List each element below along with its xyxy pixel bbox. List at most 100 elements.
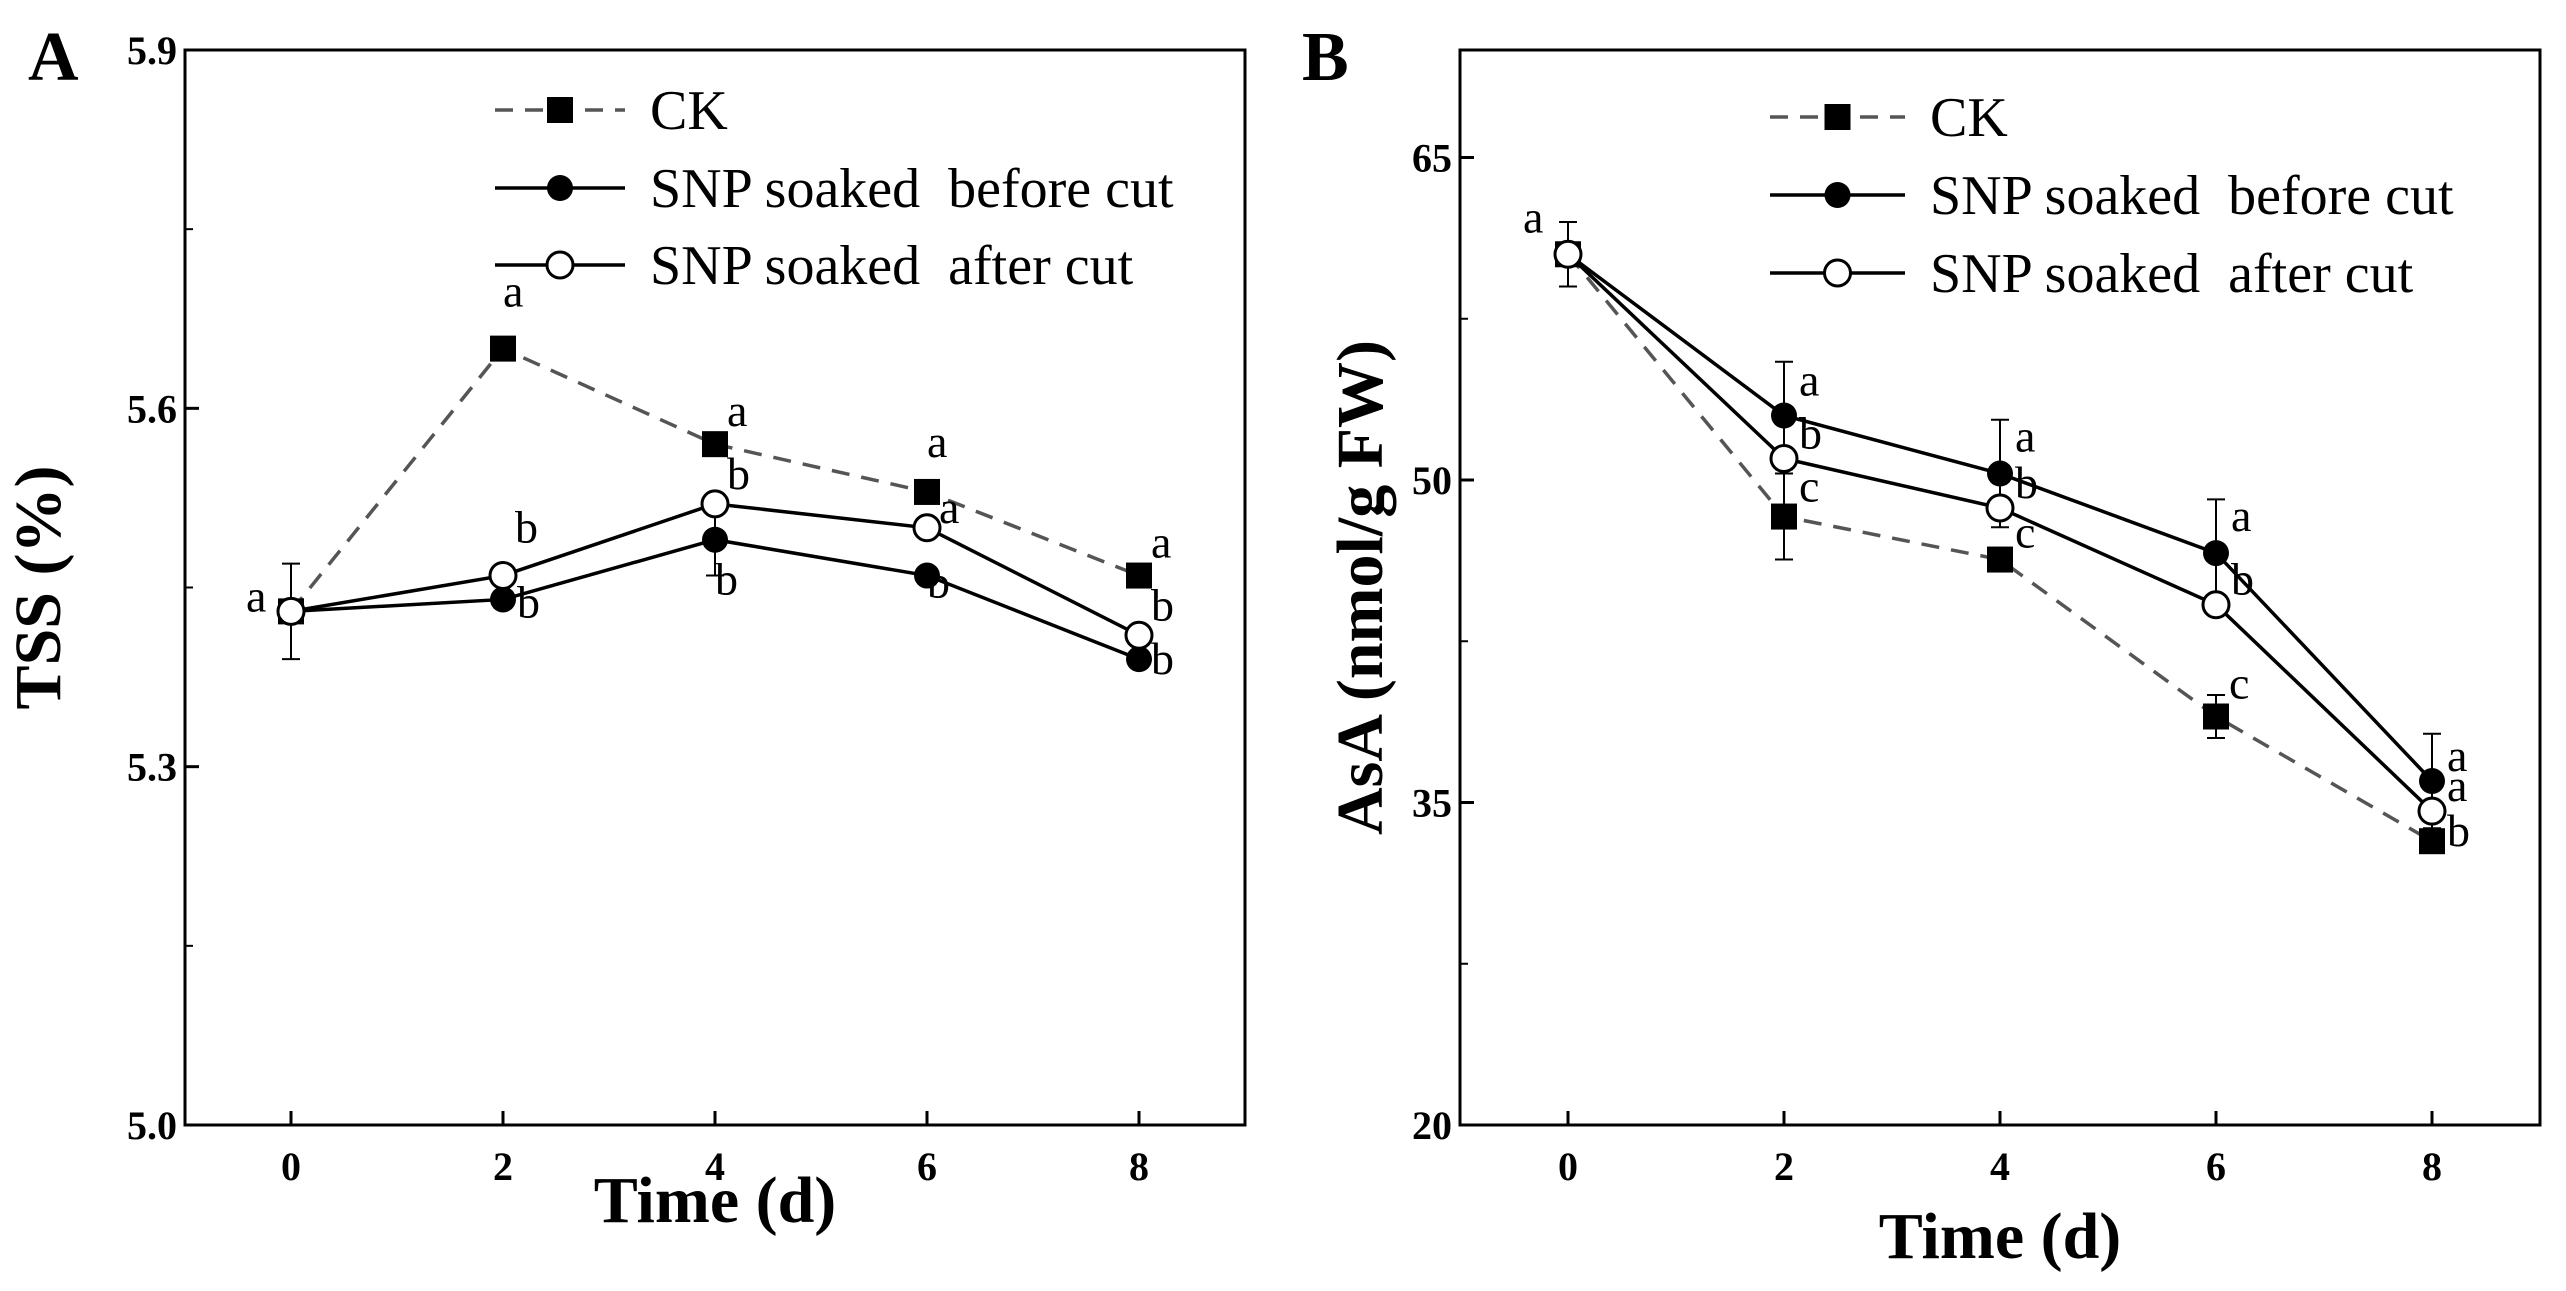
panel-b-legend-marker: [1823, 258, 1852, 288]
panel-a-significance-letter: a: [927, 416, 947, 467]
panel-a-data-point: [490, 586, 516, 613]
panel-a-y-tick-label: 5.0: [127, 1103, 177, 1148]
panel-a-significance-letter: b: [1151, 579, 1174, 630]
panel-b-significance-letter: b: [2231, 554, 2254, 605]
panel-a-data-point: [490, 335, 516, 362]
panel-b-series-line: [1566, 252, 2434, 813]
panel-a-legend-item: SNP soaked before cut: [495, 158, 1174, 220]
panel-a-data-point: [1126, 562, 1152, 589]
panel-b-legend: CK SNP soaked before cut SNP soaked after …: [1770, 87, 2454, 305]
panel-b-data-point: [1771, 402, 1797, 429]
panel-a-data-point: [914, 478, 940, 505]
panel-a-data-point: [1126, 646, 1152, 673]
panel-b-data-point: [2203, 540, 2229, 567]
panel-b-significance-letter: c: [2229, 658, 2249, 709]
panel-a-significance-letter: b: [727, 448, 750, 499]
panel-a-significance-letter: a: [939, 482, 959, 533]
panel-b-legend-label: CK: [1930, 87, 2008, 149]
panel-a-x-tick-label: 0: [281, 1144, 301, 1189]
panel-a-x-tick-label: 6: [917, 1144, 937, 1189]
panel-b-x-axis-title: Time (d): [1879, 1200, 2122, 1273]
panel-a-y-tick-label: 5.6: [127, 386, 177, 431]
panel-b-data-point: [2201, 590, 2231, 620]
panel-b-significance-letter: b: [2447, 805, 2470, 856]
panel-a-legend-item: SNP soaked after cut: [495, 235, 1134, 297]
panel-a-data-point: [912, 513, 942, 543]
panel-b-legend-label: SNP soaked after cut: [1930, 243, 2414, 305]
panel-b-y-tick-label: 35: [1412, 781, 1452, 826]
panel-b-significance-letter: c: [2015, 507, 2035, 558]
panel-b-significance-letter: a: [2231, 490, 2251, 541]
panel-b-y-tick-label: 50: [1412, 458, 1452, 503]
panel-b-data-point: [1987, 460, 2013, 487]
panel-b-significance-letter: a: [2447, 760, 2467, 811]
panel-a-significance-letter: b: [927, 557, 950, 608]
panel-a-y-tick-label: 5.3: [127, 745, 177, 790]
panel-a-series-1: b b bb: [278, 502, 1174, 684]
panel-a-x-axis-title: Time (d): [594, 1164, 837, 1237]
panel-a-significance-letter: b: [515, 502, 538, 553]
panel-a-label: A: [28, 19, 79, 96]
panel-b-data-point: [2417, 796, 2447, 826]
panel-a-significance-letter: b: [1151, 633, 1174, 684]
panel-b-x-tick-label: 2: [1774, 1144, 1794, 1189]
panel-b-label: B: [1302, 19, 1349, 96]
panel-a-y-tick-label: 5.9: [127, 28, 177, 73]
panel-b-y-tick-label: 65: [1412, 136, 1452, 181]
panel-a-legend-label: SNP soaked after cut: [650, 235, 1134, 297]
panel-b-x-tick-label: 6: [2206, 1144, 2226, 1189]
panel-b-x-tick-label: 4: [1990, 1144, 2010, 1189]
panel-b-significance-letter: c: [1799, 461, 1819, 512]
panel-b-data-point: [1771, 503, 1797, 530]
panel-a-data-point: [488, 561, 518, 591]
panel-b-legend-marker: [1824, 182, 1851, 208]
panel-a-significance-letter: a: [1151, 517, 1171, 568]
panel-b-legend-label: SNP soaked before cut: [1930, 165, 2454, 227]
panel-a-x-tick-label: 8: [1129, 1144, 1149, 1189]
panel-b-data-point: [1553, 239, 1583, 269]
panel-b-data-point: [1769, 444, 1799, 473]
panel-a-y-axis-title: TSS (%): [2, 466, 75, 710]
panel-b-y-axis-title: AsA (nmol/g FW): [1324, 340, 1397, 835]
panel-a-significance-letter: a: [246, 570, 266, 621]
panel-b-data-point: [1987, 546, 2013, 573]
panel-a-significance-letter: b: [517, 576, 540, 627]
panel-b-legend-item: SNP soaked before cut: [1770, 165, 2454, 227]
panel-a-legend: CK SNP soaked before cut SNP soaked after …: [495, 80, 1174, 297]
panel-b-significance-letter: a: [2447, 730, 2467, 781]
panel-a-legend-item: CK: [495, 80, 728, 142]
panel-a-legend-label: CK: [650, 80, 728, 142]
panel-b-series-line: [1566, 253, 2433, 843]
panel-b-significance-letter: a: [1799, 355, 1819, 406]
panel-a-legend-label: SNP soaked before cut: [650, 158, 1174, 220]
panel-a-legend-marker: [545, 250, 575, 280]
panel-b-significance-letter: a: [1523, 191, 1543, 242]
panel-a-legend-marker: [547, 97, 573, 123]
panel-b-data-point: [2419, 828, 2445, 855]
panel-a-significance-letter: b: [715, 554, 738, 605]
panel-a-data-point: [700, 489, 730, 519]
panel-a-data-point: [702, 526, 728, 553]
panel-b-significance-letter: b: [2015, 457, 2038, 508]
panel-a-x-tick-label: 4: [705, 1144, 725, 1189]
panel-b-legend-item: SNP soaked after cut: [1770, 243, 2414, 305]
panel-b-data-point: [2419, 768, 2445, 794]
panel-a-data-point: [914, 562, 940, 589]
panel-b-x-tick-label: 0: [1558, 1144, 1578, 1189]
panel-b-legend-marker: [1824, 104, 1851, 130]
panel-b-significance-letter: a: [2015, 411, 2035, 462]
panel-a-data-point: [276, 596, 306, 626]
panel-a-significance-letter: a: [503, 266, 523, 317]
panel-a-significance-letter: a: [727, 385, 747, 436]
panel-b-legend-item: CK: [1770, 87, 2008, 149]
panel-b-significance-letter: b: [1799, 408, 1822, 459]
panel-a-x-tick-label: 2: [493, 1144, 513, 1189]
